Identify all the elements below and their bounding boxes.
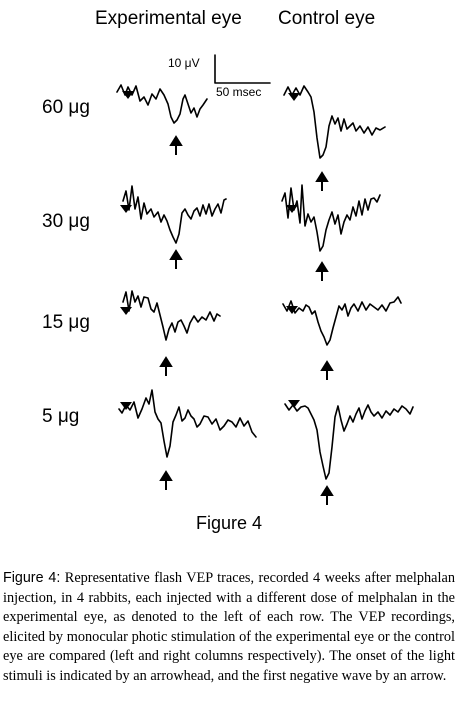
arrow-control-30	[315, 261, 329, 281]
caption-text: Representative flash VEP traces, recorde…	[3, 570, 455, 684]
dose-label-row-1: 60 μg	[42, 97, 90, 118]
arrow-experimental-15	[159, 356, 173, 376]
arrowhead-control-5	[288, 400, 300, 408]
figure-label: Figure 4	[195, 513, 263, 533]
trace-experimental-30	[122, 185, 227, 244]
dose-label-row-4: 5 μg	[42, 406, 80, 427]
column-header-control: Control eye	[278, 8, 376, 29]
figure-caption: Figure 4: Representative flash VEP trace…	[3, 569, 455, 686]
scale-bar	[214, 54, 271, 84]
trace-experimental-5	[118, 389, 257, 458]
column-header-experimental: Experimental eye	[95, 8, 242, 29]
arrowhead-experimental-15	[120, 307, 132, 315]
time-scale-label: 50 msec	[216, 85, 262, 99]
arrowhead-experimental-30	[120, 205, 132, 213]
arrow-control-5	[320, 485, 334, 505]
arrowhead-control-30	[286, 205, 298, 213]
arrow-control-60	[315, 171, 329, 191]
vep-traces	[116, 54, 414, 505]
arrowhead-control-60	[288, 93, 300, 101]
trace-control-60	[283, 85, 386, 159]
caption-label: Figure 4:	[3, 570, 61, 586]
trace-experimental-15	[122, 290, 221, 341]
figure-panel: Experimental eye Control eye 10 μV 50 ms…	[42, 8, 414, 533]
arrowhead-control-15	[286, 306, 298, 314]
amplitude-scale-label: 10 μV	[168, 56, 200, 70]
arrow-control-15	[320, 360, 334, 380]
arrow-experimental-5	[159, 470, 173, 490]
arrowhead-experimental-60	[122, 91, 134, 99]
trace-control-15	[282, 296, 402, 346]
arrow-experimental-60	[169, 135, 183, 155]
trace-control-30	[281, 184, 381, 252]
dose-label-row-2: 30 μg	[42, 211, 90, 232]
arrow-experimental-30	[169, 249, 183, 269]
trace-experimental-60	[116, 84, 208, 124]
dose-label-row-3: 15 μg	[42, 312, 90, 333]
arrowhead-experimental-5	[120, 402, 132, 410]
trace-control-5	[284, 403, 414, 480]
